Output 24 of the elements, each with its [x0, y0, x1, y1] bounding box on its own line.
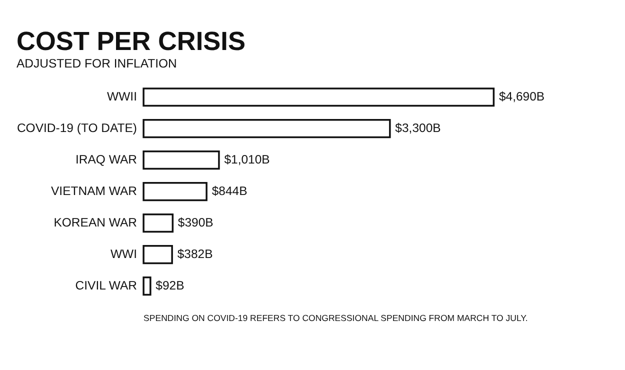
- data-label: $3,300B: [395, 121, 441, 136]
- chart-subtitle: ADJUSTED FOR INFLATION: [16, 56, 177, 70]
- bar: [142, 182, 208, 202]
- text: SPENDING ON COVID-19 REFERS TO CONGRESSIONAL SPENDING FROM MARCH TO JULY.: [144, 313, 528, 324]
- data-label: $92B: [156, 278, 184, 293]
- y-tick-label: CIVIL WAR: [75, 278, 138, 293]
- bar: [142, 276, 152, 296]
- bar: [142, 88, 495, 107]
- bar: [142, 245, 173, 264]
- chart-title: COST PER CRISIS: [16, 26, 246, 56]
- data-label: $382B: [177, 247, 213, 262]
- data-label: $4,690B: [498, 90, 545, 104]
- data-label: $390B: [178, 216, 214, 230]
- y-tick-label: VIETNAM WAR: [51, 184, 138, 198]
- y-tick-label: WWI: [110, 247, 137, 262]
- y-tick-label: COVID-19 (TO DATE): [16, 121, 137, 136]
- bar: [142, 119, 391, 138]
- y-tick-label: KOREAN WAR: [54, 216, 138, 230]
- data-label: $1,010B: [224, 152, 270, 167]
- data-label: $844B: [212, 184, 248, 198]
- y-tick-label: WWII: [107, 90, 137, 104]
- bar: [142, 214, 174, 233]
- bar: [142, 150, 220, 170]
- y-tick-label: IRAQ WAR: [76, 152, 138, 167]
